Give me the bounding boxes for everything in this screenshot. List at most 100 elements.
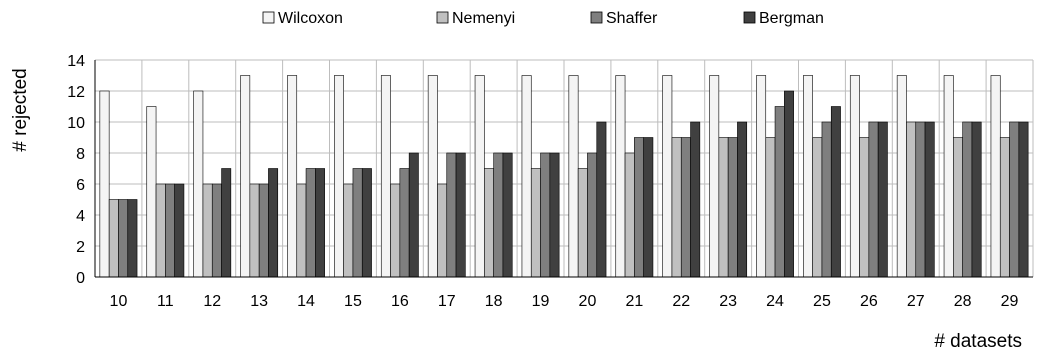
bar-nemenyi-24 (765, 137, 776, 278)
bar-nemenyi-18 (484, 168, 494, 278)
bar-wilcoxon-28 (943, 75, 954, 278)
bar-bergman-10 (127, 199, 138, 278)
bar-shaffer-24 (774, 106, 785, 278)
bar-shaffer-19 (540, 152, 551, 278)
bar-nemenyi-29 (999, 137, 1010, 278)
bar-nemenyi-26 (859, 137, 870, 278)
bar-wilcoxon-12 (193, 90, 204, 278)
bar-nemenyi-13 (249, 183, 260, 278)
x-tick-label: 16 (391, 293, 409, 310)
x-tick-label: 13 (250, 293, 268, 310)
x-tick-label: 18 (485, 293, 503, 310)
bar-shaffer-27 (915, 121, 926, 278)
x-tick-label: 29 (1001, 293, 1019, 310)
y-tick-label: 8 (76, 146, 85, 163)
legend-label-shaffer: Shaffer (606, 10, 658, 27)
bar-wilcoxon-20 (568, 75, 579, 278)
bar-shaffer-11 (165, 183, 175, 278)
x-tick-label: 14 (297, 293, 315, 310)
bar-shaffer-28 (962, 121, 973, 278)
bar-shaffer-12 (211, 183, 222, 278)
bar-shaffer-17 (446, 152, 457, 278)
bar-bergman-25 (830, 106, 841, 278)
bar-wilcoxon-16 (380, 75, 391, 278)
bar-bergman-19 (549, 152, 560, 278)
bar-wilcoxon-14 (287, 75, 298, 278)
bar-nemenyi-25 (812, 137, 823, 278)
x-tick-label: 26 (860, 293, 878, 310)
x-axis-label: # datasets (934, 331, 1022, 352)
bar-nemenyi-28 (953, 137, 963, 278)
bar-wilcoxon-21 (615, 75, 626, 278)
x-tick-label: 11 (157, 293, 174, 310)
x-tick-label: 25 (813, 293, 831, 310)
bar-nemenyi-17 (437, 183, 448, 278)
bar-shaffer-10 (118, 199, 129, 278)
bar-bergman-17 (455, 152, 466, 278)
bar-shaffer-21 (634, 137, 644, 278)
legend: Wilcoxon Nemenyi Shaffer Bergman (262, 10, 824, 27)
x-tick-label: 15 (344, 293, 362, 310)
bar-nemenyi-27 (906, 121, 917, 278)
bar-nemenyi-20 (577, 168, 588, 278)
bars (99, 75, 1029, 278)
bar-nemenyi-10 (108, 199, 119, 278)
bar-bergman-20 (596, 121, 607, 278)
bar-bergman-22 (690, 121, 701, 278)
bar-bergman-24 (784, 90, 794, 278)
x-tick-label: 22 (672, 293, 690, 310)
bar-wilcoxon-23 (709, 75, 720, 278)
legend-swatch-wilcoxon (262, 11, 275, 24)
y-tick-label: 6 (76, 177, 85, 194)
bar-bergman-14 (315, 168, 325, 278)
bar-wilcoxon-24 (756, 75, 767, 278)
bar-wilcoxon-11 (146, 106, 157, 278)
bar-nemenyi-23 (718, 137, 729, 278)
bar-nemenyi-14 (296, 183, 307, 278)
bar-wilcoxon-22 (662, 75, 673, 278)
y-tick-label: 14 (67, 53, 85, 70)
bar-shaffer-16 (399, 168, 410, 278)
x-tick-label: 27 (907, 293, 925, 310)
x-tick-label: 28 (954, 293, 972, 310)
bar-shaffer-15 (352, 168, 363, 278)
bar-wilcoxon-18 (474, 75, 485, 278)
bar-bergman-13 (268, 168, 279, 278)
bar-shaffer-26 (868, 121, 879, 278)
y-tick-label: 2 (76, 239, 85, 256)
bar-bergman-23 (737, 121, 748, 278)
bar-shaffer-13 (258, 183, 269, 278)
bar-wilcoxon-19 (521, 75, 532, 278)
legend-swatch-shaffer (590, 11, 603, 24)
bar-bergman-21 (643, 137, 654, 278)
bar-wilcoxon-29 (990, 75, 1001, 278)
legend-label-wilcoxon: Wilcoxon (278, 10, 343, 27)
bar-wilcoxon-15 (334, 75, 344, 278)
bar-bergman-28 (971, 121, 982, 278)
bar-bergman-29 (1018, 121, 1029, 278)
bar-nemenyi-22 (671, 137, 682, 278)
bar-nemenyi-11 (155, 183, 166, 278)
bar-shaffer-29 (1009, 121, 1020, 278)
bar-bergman-16 (408, 152, 419, 278)
y-tick-label: 12 (67, 84, 85, 101)
y-tick-label: 0 (76, 270, 85, 287)
bar-shaffer-22 (680, 137, 691, 278)
bar-shaffer-25 (821, 121, 832, 278)
bar-shaffer-20 (587, 152, 598, 278)
bar-bergman-15 (361, 168, 372, 278)
x-tick-label: 19 (532, 293, 550, 310)
bar-bergman-18 (502, 152, 513, 278)
bar-wilcoxon-27 (896, 75, 907, 278)
bar-wilcoxon-13 (240, 75, 251, 278)
bar-nemenyi-16 (390, 183, 401, 278)
x-tick-label: 24 (766, 293, 784, 310)
bar-nemenyi-15 (343, 183, 354, 278)
legend-swatch-nemenyi (436, 11, 449, 24)
x-tick-label: 23 (719, 293, 737, 310)
bar-nemenyi-12 (202, 183, 213, 278)
y-tick-label: 10 (67, 115, 85, 132)
y-axis-label: # rejected (10, 68, 31, 151)
